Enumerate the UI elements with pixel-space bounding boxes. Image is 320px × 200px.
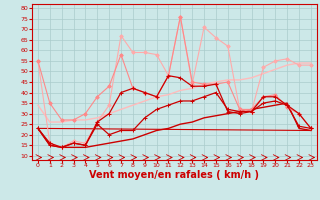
X-axis label: Vent moyen/en rafales ( km/h ): Vent moyen/en rafales ( km/h ) (89, 170, 260, 180)
